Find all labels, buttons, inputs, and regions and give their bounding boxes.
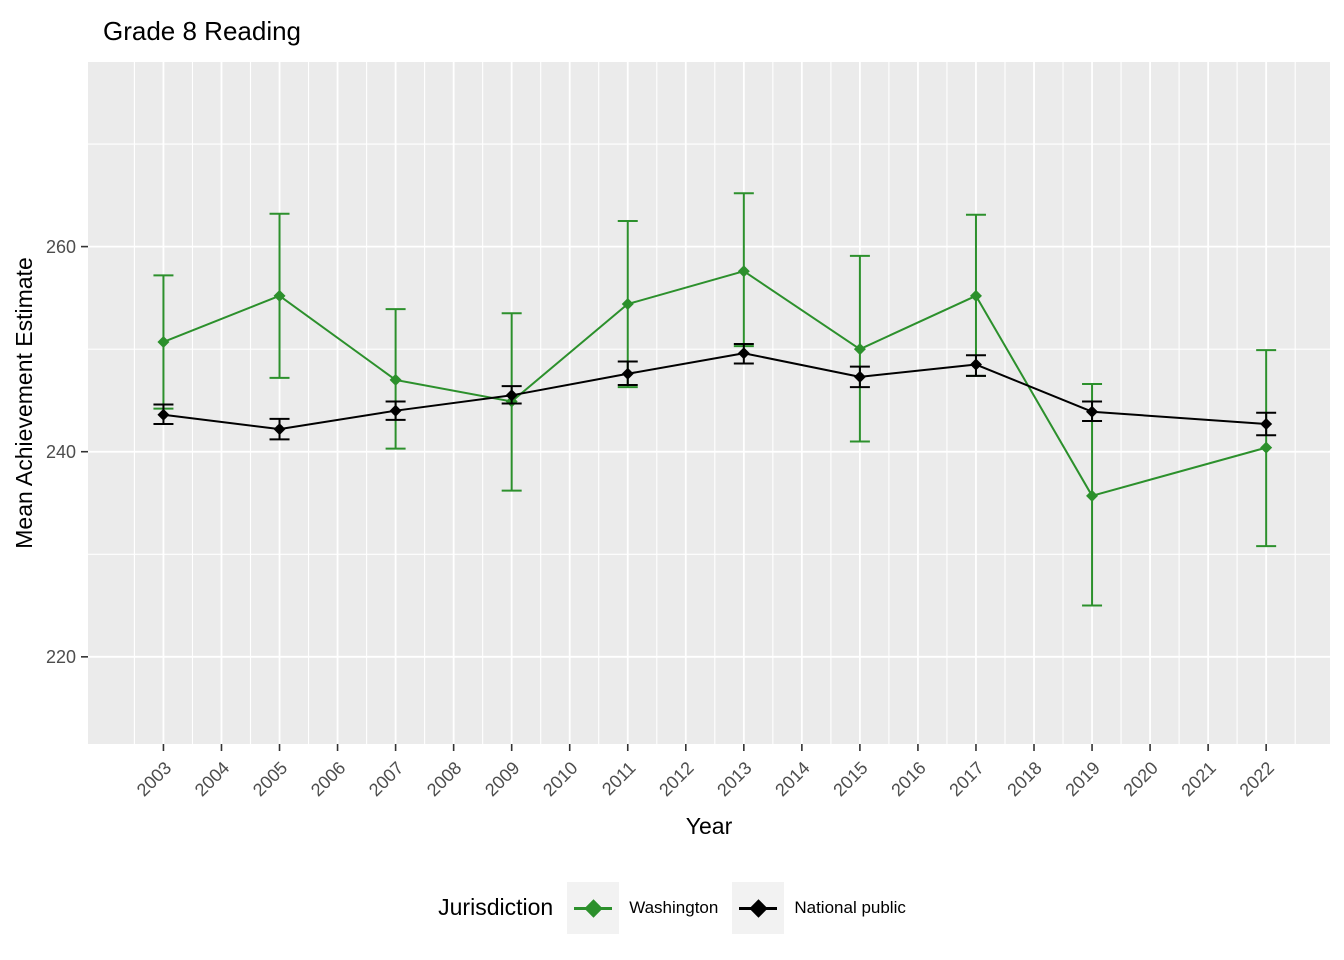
y-tick-label: 220 (46, 647, 76, 667)
chart-legend: Jurisdiction Washington National public (0, 855, 1344, 960)
legend-entry-washington: Washington (567, 881, 719, 934)
x-tick-label: 2005 (249, 758, 291, 800)
x-tick-label: 2010 (539, 758, 581, 800)
legend-key-national-public (732, 881, 785, 934)
x-tick-label: 2006 (307, 758, 349, 800)
y-tick-label: 240 (46, 442, 76, 462)
data-point (1086, 489, 1099, 502)
x-tick-label: 2022 (1236, 758, 1278, 800)
x-tick-label: 2007 (365, 758, 407, 800)
legend-entry-national-public: National public (732, 881, 906, 934)
x-tick-label: 2015 (829, 758, 871, 800)
legend-key-washington (567, 881, 620, 934)
series-washington (153, 192, 1277, 607)
data-point (505, 389, 518, 402)
x-tick-label: 2021 (1177, 758, 1219, 800)
data-point (389, 373, 402, 386)
x-tick-label: 2012 (655, 758, 697, 800)
x-tick-label: 2003 (133, 758, 175, 800)
series-line (163, 352, 1267, 431)
data-point (621, 367, 634, 380)
data-point (969, 358, 982, 371)
x-tick-label: 2009 (481, 758, 523, 800)
legend-point-icon (584, 898, 603, 918)
data-point (853, 370, 866, 383)
data-point (389, 404, 402, 417)
data-point (1086, 405, 1099, 418)
x-tick-label: 2018 (1003, 758, 1045, 800)
series-national-public (153, 343, 1277, 441)
data-point (621, 298, 634, 311)
data-point (1260, 418, 1273, 431)
legend-point-icon (749, 898, 769, 918)
data-point (157, 408, 170, 421)
y-tick-label: 260 (46, 237, 76, 257)
line-chart: 220 240 260 2003 2004 2005 2006 2007 2008 2009 201… (11, 16, 1330, 839)
y-axis-title: Mean Achievement Estimate (11, 257, 37, 548)
chart-title: Grade 8 Reading (103, 16, 301, 46)
panel-background (88, 62, 1330, 744)
x-tick-label: 2019 (1061, 758, 1103, 800)
data-point (853, 343, 866, 356)
series-line (163, 270, 1267, 497)
legend-label-washington: Washington (629, 897, 719, 917)
series-layer (153, 192, 1277, 607)
data-point (737, 265, 750, 278)
legend-label-national-public: National public (794, 897, 906, 917)
x-tick-label: 2013 (713, 758, 755, 800)
x-axis-title: Year (686, 813, 733, 839)
data-point (1260, 441, 1273, 454)
data-point (157, 335, 170, 348)
x-tick-label: 2004 (191, 758, 233, 800)
data-point (969, 289, 982, 302)
x-tick-label: 2017 (945, 758, 987, 800)
legend-title: Jurisdiction (438, 894, 554, 920)
x-tick-label: 2008 (423, 758, 465, 800)
data-point (273, 423, 286, 436)
data-point (273, 289, 286, 302)
x-tick-label: 2016 (887, 758, 929, 800)
data-point (737, 347, 750, 360)
panel-layer (88, 62, 1330, 744)
x-tick-label: 2011 (598, 758, 640, 800)
x-tick-label: 2014 (771, 758, 813, 800)
x-tick-label: 2020 (1119, 758, 1161, 800)
